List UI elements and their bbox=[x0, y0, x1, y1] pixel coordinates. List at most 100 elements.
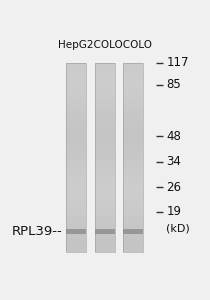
Bar bbox=[95, 100, 115, 102]
Bar bbox=[66, 66, 86, 68]
Bar bbox=[66, 121, 86, 123]
Bar bbox=[123, 173, 143, 175]
Bar bbox=[66, 88, 86, 90]
Bar bbox=[95, 211, 115, 213]
Bar bbox=[95, 244, 115, 246]
Bar bbox=[123, 94, 143, 96]
Bar bbox=[66, 93, 86, 94]
Bar bbox=[66, 80, 86, 82]
Bar bbox=[66, 178, 86, 180]
Bar bbox=[95, 156, 115, 158]
Bar bbox=[66, 74, 86, 75]
Bar bbox=[95, 241, 115, 243]
Bar bbox=[66, 220, 86, 222]
Bar bbox=[123, 149, 143, 151]
Bar bbox=[123, 108, 143, 110]
Bar bbox=[66, 236, 86, 238]
Bar bbox=[123, 127, 143, 129]
Bar bbox=[123, 214, 143, 216]
Bar bbox=[66, 208, 86, 210]
Bar bbox=[66, 197, 86, 199]
Bar bbox=[95, 103, 115, 105]
Bar bbox=[95, 85, 115, 86]
Bar bbox=[95, 67, 115, 69]
Bar bbox=[95, 170, 115, 172]
Bar bbox=[123, 134, 143, 135]
Bar bbox=[95, 242, 115, 244]
Bar bbox=[123, 74, 143, 75]
Bar bbox=[123, 224, 143, 225]
Bar bbox=[95, 208, 115, 210]
Bar bbox=[95, 96, 115, 98]
Bar bbox=[95, 190, 115, 192]
Bar bbox=[123, 217, 143, 219]
Bar bbox=[95, 74, 115, 75]
Bar bbox=[95, 91, 115, 93]
Bar bbox=[95, 108, 115, 110]
Bar bbox=[66, 156, 86, 158]
Bar bbox=[66, 100, 86, 102]
Bar bbox=[66, 176, 86, 178]
Bar bbox=[95, 227, 115, 229]
Bar bbox=[66, 89, 86, 91]
Bar bbox=[95, 176, 115, 178]
Bar bbox=[66, 63, 86, 64]
Bar bbox=[66, 143, 86, 145]
Bar bbox=[66, 219, 86, 220]
Bar bbox=[123, 212, 143, 214]
Bar bbox=[123, 235, 143, 236]
Bar bbox=[95, 235, 115, 236]
Bar bbox=[95, 159, 115, 161]
Bar bbox=[66, 67, 86, 69]
Bar bbox=[95, 224, 115, 225]
Bar bbox=[123, 178, 143, 180]
Bar bbox=[123, 160, 143, 162]
Bar bbox=[66, 63, 86, 252]
Text: 26: 26 bbox=[166, 181, 181, 194]
Bar bbox=[123, 195, 143, 197]
Bar bbox=[95, 192, 115, 194]
Bar bbox=[123, 247, 143, 249]
Bar bbox=[95, 110, 115, 112]
Bar bbox=[123, 130, 143, 132]
Text: (kD): (kD) bbox=[166, 224, 190, 234]
Bar bbox=[66, 138, 86, 140]
Bar bbox=[123, 168, 143, 170]
Bar bbox=[95, 247, 115, 249]
Bar bbox=[66, 170, 86, 172]
Bar bbox=[123, 151, 143, 153]
Text: RPL39--: RPL39-- bbox=[12, 225, 62, 238]
Bar bbox=[95, 137, 115, 139]
Bar bbox=[66, 154, 86, 156]
Bar bbox=[66, 113, 86, 115]
Bar bbox=[123, 77, 143, 79]
Bar bbox=[66, 165, 86, 167]
Bar bbox=[123, 200, 143, 202]
Bar bbox=[95, 146, 115, 148]
Bar bbox=[95, 107, 115, 109]
Bar bbox=[123, 159, 143, 161]
Text: 117: 117 bbox=[166, 56, 189, 69]
Bar bbox=[123, 244, 143, 246]
Bar bbox=[66, 96, 86, 98]
Bar bbox=[123, 132, 143, 134]
Bar bbox=[95, 195, 115, 197]
Bar bbox=[95, 206, 115, 208]
Bar bbox=[123, 86, 143, 88]
Bar bbox=[123, 186, 143, 188]
Bar bbox=[123, 236, 143, 238]
Bar bbox=[66, 241, 86, 243]
Bar bbox=[123, 88, 143, 90]
Bar bbox=[123, 129, 143, 131]
Bar bbox=[123, 187, 143, 189]
Bar bbox=[123, 66, 143, 68]
Bar bbox=[95, 200, 115, 202]
Bar bbox=[66, 83, 86, 85]
Bar bbox=[66, 206, 86, 208]
Bar bbox=[95, 219, 115, 220]
Bar bbox=[95, 182, 115, 184]
Bar bbox=[66, 118, 86, 120]
Bar bbox=[66, 159, 86, 161]
Bar bbox=[123, 220, 143, 222]
Bar bbox=[123, 164, 143, 165]
